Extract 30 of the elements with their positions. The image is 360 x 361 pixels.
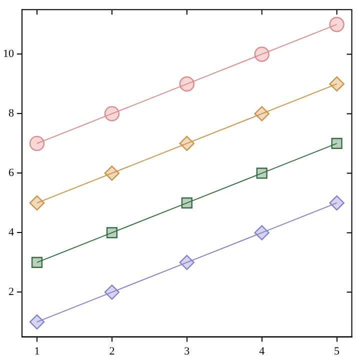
x-tick-label: 3 (184, 345, 190, 358)
point (329, 16, 344, 32)
point (331, 138, 342, 150)
point (329, 76, 344, 92)
point (329, 195, 344, 211)
point (254, 225, 270, 240)
point (104, 284, 120, 300)
y-tick-label: 10 (3, 48, 14, 60)
point (29, 136, 45, 152)
point (179, 136, 194, 152)
point (29, 314, 45, 330)
point (254, 46, 270, 62)
x-tick-label: 2 (109, 345, 115, 358)
point (254, 106, 270, 122)
point (179, 254, 194, 270)
point (31, 256, 43, 268)
point (256, 168, 268, 179)
point (106, 227, 118, 238)
x-tick-label: 1 (34, 345, 40, 358)
x-tick-label: 4 (259, 345, 266, 358)
point (104, 106, 120, 122)
point (179, 76, 194, 92)
point (29, 195, 45, 211)
x-tick-label: 5 (334, 345, 340, 358)
y-tick-label: 6 (8, 167, 14, 180)
point (181, 197, 192, 208)
y-tick-label: 2 (8, 286, 14, 298)
y-tick-label: 8 (8, 108, 14, 120)
y-tick-label: 4 (8, 226, 14, 239)
point (104, 166, 120, 181)
